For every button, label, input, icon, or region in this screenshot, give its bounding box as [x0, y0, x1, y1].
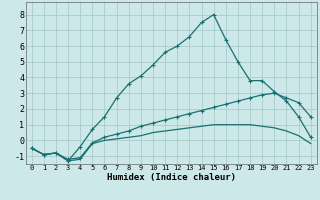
X-axis label: Humidex (Indice chaleur): Humidex (Indice chaleur) — [107, 173, 236, 182]
